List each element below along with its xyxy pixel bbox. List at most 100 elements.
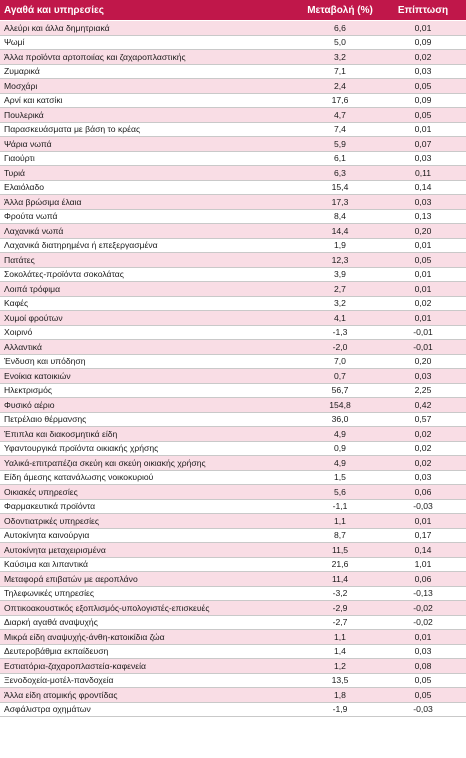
table-row: Υφαντουργικά προϊόντα οικιακής χρήσης 0,9… bbox=[0, 441, 466, 456]
row-effect: 0,01 bbox=[414, 312, 432, 323]
row-name: Οδοντιατρικές υπηρεσίες bbox=[4, 515, 99, 526]
row-name: Άλλα βρώσιμα έλαια bbox=[4, 196, 82, 207]
table-row: Αλεύρι και άλλα δημητριακά 6,6 0,01 bbox=[0, 21, 466, 36]
row-change: 5,6 bbox=[334, 486, 346, 497]
table-row: Ζυμαρικά 7,1 0,03 bbox=[0, 64, 466, 79]
row-effect: 0,01 bbox=[414, 515, 432, 526]
table-row: Ηλεκτρισμός 56,7 2,25 bbox=[0, 383, 466, 398]
row-change: 1,5 bbox=[334, 472, 346, 483]
row-effect: 0,01 bbox=[414, 22, 432, 33]
table-row: Καφές 3,2 0,02 bbox=[0, 296, 466, 311]
row-effect: 0,03 bbox=[414, 66, 432, 77]
table-row: Τυριά 6,3 0,11 bbox=[0, 166, 466, 181]
row-name: Καύσιμα και λιπαντικά bbox=[4, 559, 89, 570]
row-name: Έπιπλα και διακοσμητικά είδη bbox=[4, 428, 118, 439]
row-change: 7,4 bbox=[334, 124, 346, 135]
row-change: 8,4 bbox=[334, 211, 346, 222]
row-name: Ασφάλιστρα οχημάτων bbox=[4, 704, 91, 715]
row-effect: -0,02 bbox=[413, 602, 433, 613]
row-change: 2,4 bbox=[334, 80, 346, 91]
table-header: Αγαθά και υπηρεσίες Μεταβολή (%) Επίπτωσ… bbox=[0, 0, 466, 20]
table-row: Ασφάλιστρα οχημάτων -1,9 -0,03 bbox=[0, 702, 466, 717]
row-change: 1,1 bbox=[334, 631, 346, 642]
row-name: Αυτοκίνητα καινούργια bbox=[4, 530, 90, 541]
table-row: Πουλερικά 4,7 0,05 bbox=[0, 108, 466, 123]
row-name: Υαλικά-επιτραπέζια σκεύη και σκεύη οικια… bbox=[4, 457, 206, 468]
table-row: Άλλα προϊόντα αρτοποιίας και ζαχαροπλαστ… bbox=[0, 50, 466, 65]
row-effect: 0,03 bbox=[414, 646, 432, 657]
table-row: Χυμοί φρούτων 4,1 0,01 bbox=[0, 311, 466, 326]
table-row: Ενοίκια κατοικιών 0,7 0,03 bbox=[0, 369, 466, 384]
row-name: Μικρά είδη αναψυχής-άνθη-κατοικίδια ζώα bbox=[4, 631, 165, 642]
table-row: Γιαούρτι 6,1 0,03 bbox=[0, 151, 466, 166]
row-name: Λαχανικά διατηρημένα ή επεξεργασμένα bbox=[4, 240, 158, 251]
row-effect: -0,03 bbox=[413, 704, 433, 715]
table-row: Καύσιμα και λιπαντικά 21,6 1,01 bbox=[0, 557, 466, 572]
table-row: Οικιακές υπηρεσίες 5,6 0,06 bbox=[0, 485, 466, 500]
row-name: Είδη άμεσης κατανάλωσης νοικοκυριού bbox=[4, 472, 154, 483]
row-name: Ενοίκια κατοικιών bbox=[4, 370, 71, 381]
row-change: 6,6 bbox=[334, 22, 346, 33]
table-row: Φρούτα νωπά 8,4 0,13 bbox=[0, 209, 466, 224]
row-change: 4,1 bbox=[334, 312, 346, 323]
row-name: Οπτικοακουστικός εξοπλισμός-υπολογιστές-… bbox=[4, 602, 210, 613]
row-name: Ψωμί bbox=[4, 37, 25, 48]
row-effect: -0,13 bbox=[413, 588, 433, 599]
row-name: Ηλεκτρισμός bbox=[4, 385, 52, 396]
row-effect: 0,03 bbox=[414, 153, 432, 164]
row-name: Σοκολάτες-προϊόντα σοκολάτας bbox=[4, 269, 124, 280]
header-goods: Αγαθά και υπηρεσίες bbox=[4, 4, 104, 16]
row-effect: 0,05 bbox=[414, 675, 432, 686]
table-row: Άλλα βρώσιμα έλαια 17,3 0,03 bbox=[0, 195, 466, 210]
row-effect: 0,57 bbox=[414, 414, 432, 425]
row-name: Αυτοκίνητα μεταχειρισμένα bbox=[4, 544, 106, 555]
row-change: 6,1 bbox=[334, 153, 346, 164]
row-effect: 0,08 bbox=[414, 660, 432, 671]
row-effect: 0,07 bbox=[414, 138, 432, 149]
row-effect: 0,03 bbox=[414, 370, 432, 381]
row-change: 2,7 bbox=[334, 283, 346, 294]
row-change: -1,9 bbox=[332, 704, 348, 715]
row-effect: 0,01 bbox=[414, 631, 432, 642]
row-effect: 0,20 bbox=[414, 225, 432, 236]
table-row: Μοσχάρι 2,4 0,05 bbox=[0, 79, 466, 94]
row-effect: 0,01 bbox=[414, 283, 432, 294]
row-effect: 0,01 bbox=[414, 240, 432, 251]
row-name: Δευτεροβάθμια εκπαίδευση bbox=[4, 646, 109, 657]
row-name: Διαρκή αγαθά αναψυχής bbox=[4, 617, 98, 628]
row-effect: 0,03 bbox=[414, 472, 432, 483]
row-change: 154,8 bbox=[329, 399, 351, 410]
row-change: 4,7 bbox=[334, 109, 346, 120]
row-change: -1,3 bbox=[332, 327, 348, 338]
table-row: Οπτικοακουστικός εξοπλισμός-υπολογιστές-… bbox=[0, 601, 466, 616]
row-effect: 0,06 bbox=[414, 573, 432, 584]
table-row: Παρασκευάσματα με βάση το κρέας 7,4 0,01 bbox=[0, 122, 466, 137]
row-effect: 0,11 bbox=[414, 167, 432, 178]
table-row: Πατάτες 12,3 0,05 bbox=[0, 253, 466, 268]
row-effect: 0,02 bbox=[414, 428, 432, 439]
row-name: Αρνί και κατσίκι bbox=[4, 95, 63, 106]
row-effect: -0,02 bbox=[413, 617, 433, 628]
row-change: 3,2 bbox=[334, 51, 346, 62]
row-effect: 0,02 bbox=[414, 51, 432, 62]
row-name: Υφαντουργικά προϊόντα οικιακής χρήσης bbox=[4, 443, 159, 454]
row-change: 11,4 bbox=[331, 573, 349, 584]
row-effect: 0,13 bbox=[414, 211, 432, 222]
table-row: Αυτοκίνητα μεταχειρισμένα 11,5 0,14 bbox=[0, 543, 466, 558]
row-effect: 0,05 bbox=[414, 80, 432, 91]
row-effect: 0,42 bbox=[414, 399, 432, 410]
row-name: Άλλα είδη ατομικής φροντίδας bbox=[4, 689, 118, 700]
row-name: Τηλεφωνικές υπηρεσίες bbox=[4, 588, 94, 599]
table-row: Μεταφορά επιβατών με αεροπλάνο 11,4 0,06 bbox=[0, 572, 466, 587]
row-effect: 0,01 bbox=[414, 124, 432, 135]
row-change: 1,1 bbox=[334, 515, 346, 526]
row-change: 7,1 bbox=[334, 66, 346, 77]
row-effect: 0,01 bbox=[414, 269, 432, 280]
row-name: Τυριά bbox=[4, 167, 25, 178]
row-name: Γιαούρτι bbox=[4, 153, 35, 164]
row-effect: 0,14 bbox=[414, 182, 432, 193]
row-name: Εστιατόρια-ζαχαροπλαστεία-καφενεία bbox=[4, 660, 146, 671]
row-effect: 0,02 bbox=[414, 457, 432, 468]
row-effect: 0,06 bbox=[414, 486, 432, 497]
